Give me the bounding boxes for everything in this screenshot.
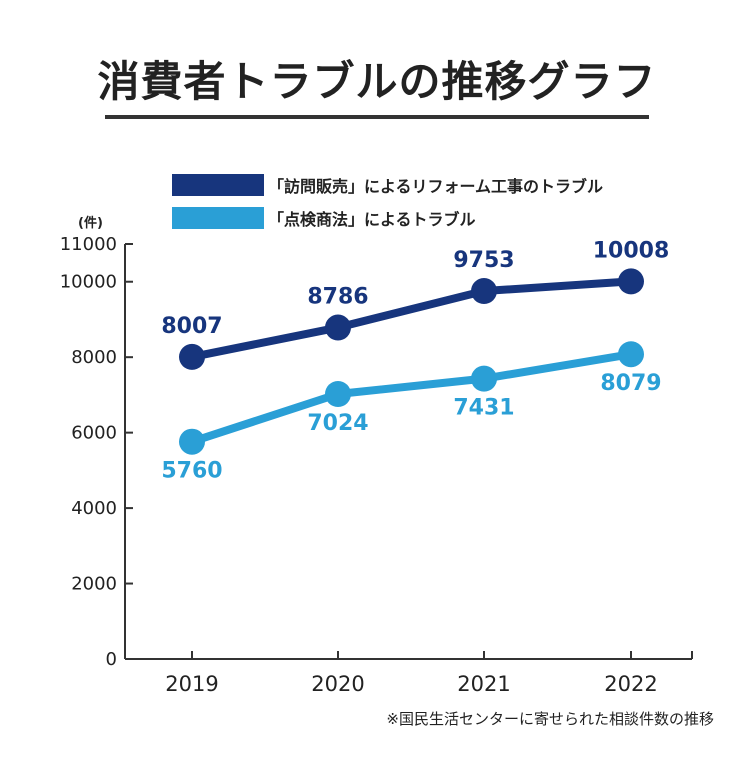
chart-title: 消費者トラブルの推移グラフ <box>97 57 657 106</box>
y-tick-label: 10000 <box>60 272 117 293</box>
y-axis-unit: (件) <box>78 216 103 231</box>
legend-item-dark: 「訪問販売」によるリフォーム工事のトラブル <box>172 168 603 201</box>
y-tick-label: 2000 <box>71 574 117 595</box>
series-line-1 <box>188 350 635 446</box>
line-chart: 0 2000 4000 6000 8000 10000 11000 2019 2020 2021 2… <box>60 234 693 696</box>
legend-item-light: 「点検商法」によるトラブル <box>172 201 603 234</box>
x-tick-label: 2019 <box>165 672 218 696</box>
data-label: 10008 <box>593 238 670 263</box>
data-point <box>618 341 644 368</box>
footnote: ※国民生活センターに寄せられた相談件数の推移 <box>386 710 714 728</box>
legend-label-dark: 「訪問販売」によるリフォーム工事のトラブル <box>268 176 604 196</box>
data-label: 8079 <box>600 371 661 396</box>
legend-label-light: 「点検商法」によるトラブル <box>268 209 476 229</box>
data-point <box>471 278 497 305</box>
legend: 「訪問販売」によるリフォーム工事のトラブル 「点検商法」によるトラブル <box>172 168 603 234</box>
x-tick-label: 2022 <box>604 672 657 696</box>
y-tick-label: 11000 <box>60 234 117 255</box>
data-point <box>471 365 497 392</box>
data-label: 7431 <box>453 396 514 421</box>
y-tick-label: 6000 <box>71 423 117 444</box>
data-point <box>179 343 205 370</box>
data-point <box>325 381 351 408</box>
title-underline <box>105 115 649 119</box>
data-label: 5760 <box>161 459 222 484</box>
series-line-0 <box>188 277 635 361</box>
x-tick-label: 2021 <box>457 672 510 696</box>
data-label: 8786 <box>307 285 368 310</box>
legend-swatch-light <box>172 206 264 229</box>
y-tick-label: 0 <box>106 649 117 670</box>
data-label: 9753 <box>453 248 514 273</box>
data-label: 7024 <box>307 411 368 436</box>
x-tick-label: 2020 <box>311 672 364 696</box>
data-label: 8007 <box>161 314 222 339</box>
legend-swatch-dark <box>172 173 264 196</box>
y-tick-label: 8000 <box>71 347 117 368</box>
data-point <box>325 314 351 341</box>
y-tick-label: 4000 <box>71 498 117 519</box>
data-point <box>179 428 205 455</box>
data-point <box>618 268 644 295</box>
